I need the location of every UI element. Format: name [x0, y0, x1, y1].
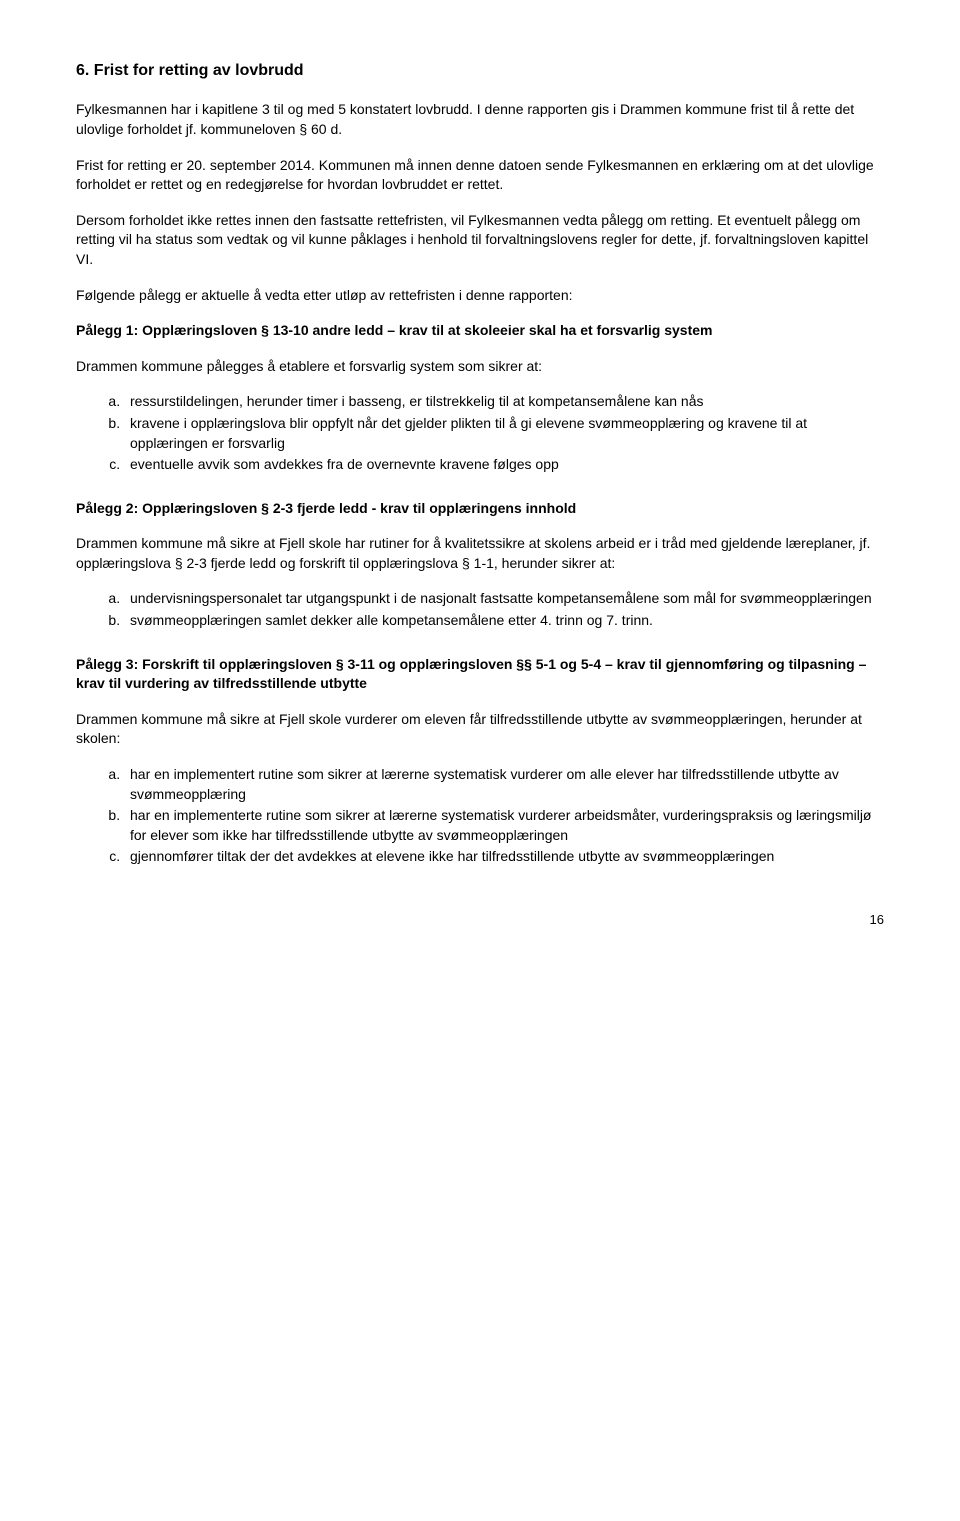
- order-list: har en implementert rutine som sikrer at…: [76, 765, 884, 867]
- list-item: har en implementerte rutine som sikrer a…: [124, 806, 884, 845]
- order-title: Pålegg 2: Opplæringsloven § 2-3 fjerde l…: [76, 499, 884, 519]
- paragraph: Følgende pålegg er aktuelle å vedta ette…: [76, 286, 884, 306]
- order-list: ressurstildelingen, herunder timer i bas…: [76, 392, 884, 474]
- paragraph: Fylkesmannen har i kapitlene 3 til og me…: [76, 100, 884, 139]
- list-item: har en implementert rutine som sikrer at…: [124, 765, 884, 804]
- order-title: Pålegg 1: Opplæringsloven § 13-10 andre …: [76, 321, 884, 341]
- list-item: svømmeopplæringen samlet dekker alle kom…: [124, 611, 884, 631]
- section-heading: 6. Frist for retting av lovbrudd: [76, 60, 884, 82]
- paragraph: Frist for retting er 20. september 2014.…: [76, 156, 884, 195]
- list-item: ressurstildelingen, herunder timer i bas…: [124, 392, 884, 412]
- order-title: Pålegg 3: Forskrift til opplæringsloven …: [76, 655, 884, 694]
- list-item: undervisningspersonalet tar utgangspunkt…: [124, 589, 884, 609]
- order-intro: Drammen kommune må sikre at Fjell skole …: [76, 534, 884, 573]
- list-item: eventuelle avvik som avdekkes fra de ove…: [124, 455, 884, 475]
- list-item: gjennomfører tiltak der det avdekkes at …: [124, 847, 884, 867]
- order-intro: Drammen kommune pålegges å etablere et f…: [76, 357, 884, 377]
- order-intro: Drammen kommune må sikre at Fjell skole …: [76, 710, 884, 749]
- page-number: 16: [76, 911, 884, 929]
- order-list: undervisningspersonalet tar utgangspunkt…: [76, 589, 884, 630]
- paragraph: Dersom forholdet ikke rettes innen den f…: [76, 211, 884, 270]
- list-item: kravene i opplæringslova blir oppfylt nå…: [124, 414, 884, 453]
